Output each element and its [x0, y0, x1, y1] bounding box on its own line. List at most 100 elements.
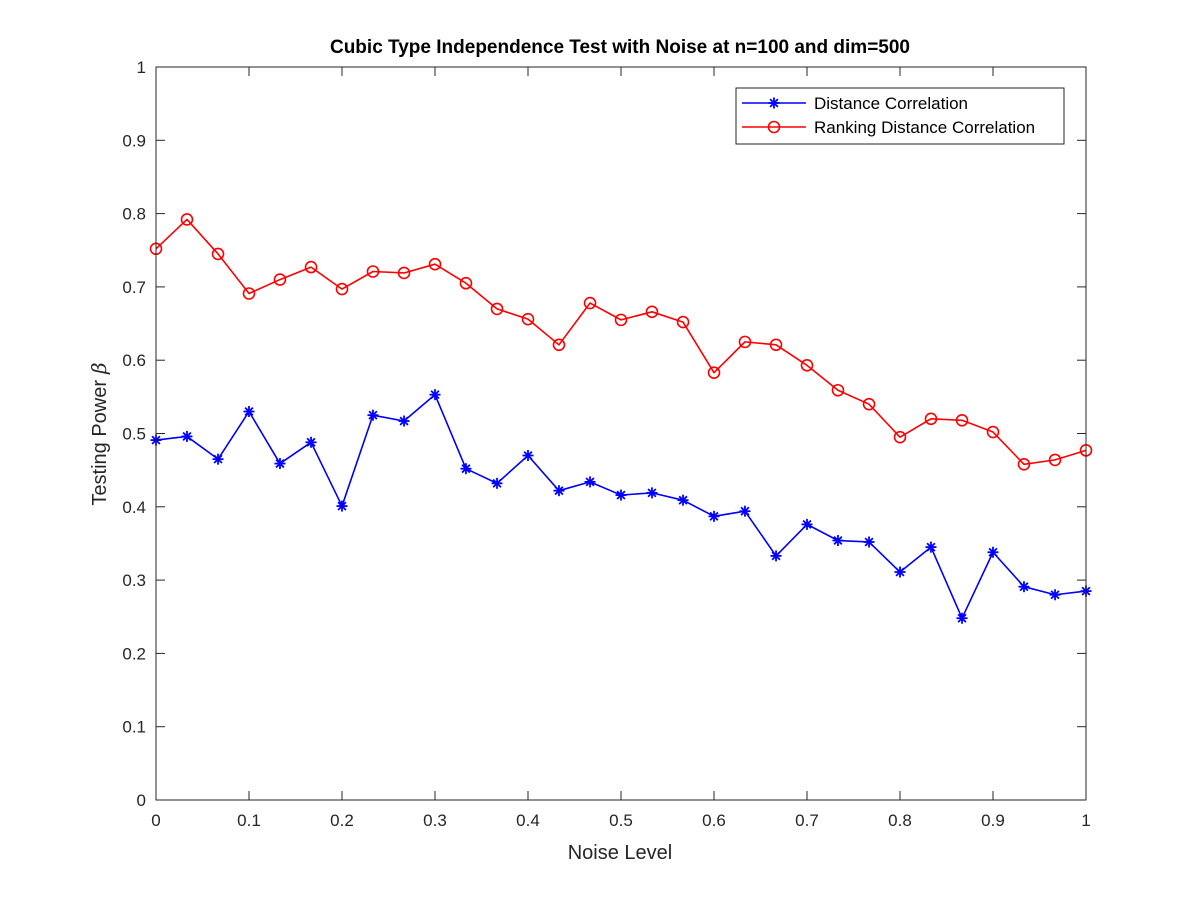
data-point: [708, 510, 720, 522]
data-point: [553, 485, 565, 497]
data-point: [925, 541, 937, 553]
data-point: [677, 494, 689, 506]
data-point: [924, 412, 938, 426]
y-tick-label: 1: [137, 58, 146, 77]
data-point: [1048, 453, 1062, 467]
data-point: [645, 305, 659, 319]
legend-label-ranking-distance-correlation: Ranking Distance Correlation: [814, 118, 1035, 137]
y-tick-label: 0.7: [122, 278, 146, 297]
data-point: [862, 397, 876, 411]
data-point: [769, 338, 783, 352]
series-ranking-distance-correlation: [149, 213, 1093, 471]
x-tick-label: 0.9: [981, 811, 1005, 830]
data-point: [894, 566, 906, 578]
data-point: [738, 335, 752, 349]
data-point: [521, 312, 535, 326]
data-point: [367, 409, 379, 421]
data-point: [614, 313, 628, 327]
data-point: [707, 366, 721, 379]
series-layer: [149, 213, 1093, 624]
data-point: [955, 414, 969, 427]
x-tick-label: 0.5: [609, 811, 633, 830]
data-point: [893, 430, 907, 444]
data-point: [552, 338, 566, 352]
y-axis-label-symbol: β: [87, 362, 111, 375]
data-point: [273, 273, 287, 286]
y-tick-label: 0.4: [122, 498, 146, 517]
x-axis: 0 0.1 0.2 0.3 0.4 0.5 0.6 0.7 0.8 0.9 1: [151, 67, 1091, 830]
data-point: [304, 260, 318, 274]
series-distance-correlation: [150, 389, 1092, 624]
data-point: [211, 247, 225, 261]
legend-label-distance-correlation: Distance Correlation: [814, 94, 968, 113]
x-tick-label: 0.3: [423, 811, 447, 830]
data-point: [801, 518, 813, 530]
legend: Distance Correlation Ranking Distance Co…: [735, 87, 1065, 145]
legend-marker-point: [767, 120, 781, 134]
data-point: [583, 296, 597, 310]
y-tick-label: 0.8: [122, 205, 146, 224]
y-tick-label: 0.5: [122, 425, 146, 444]
legend-marker-ranking-distance-correlation: [767, 120, 781, 134]
data-point: [305, 436, 317, 448]
data-point: [366, 265, 380, 278]
y-tick-label: 0.6: [122, 351, 146, 370]
data-point: [181, 430, 193, 442]
series-line: [155, 218, 1087, 466]
x-tick-label: 0.4: [516, 811, 540, 830]
chart-title: Cubic Type Independence Test with Noise …: [330, 37, 910, 58]
data-point: [398, 415, 410, 427]
x-axis-label: Noise Level: [568, 842, 673, 864]
y-tick-label: 0.2: [122, 644, 146, 663]
x-tick-label: 0.6: [702, 811, 726, 830]
y-tick-label: 0.3: [122, 571, 146, 590]
x-tick-label: 0.8: [888, 811, 912, 830]
data-point: [1017, 457, 1031, 471]
data-point: [335, 282, 349, 296]
data-point: [615, 489, 627, 501]
data-point: [986, 425, 1000, 439]
data-point: [646, 487, 658, 499]
data-point: [212, 453, 224, 465]
data-point: [397, 266, 411, 280]
y-axis-label-text: Testing Power β: [87, 362, 111, 505]
legend-marker-point: [768, 97, 780, 109]
x-tick-label: 0.7: [795, 811, 819, 830]
data-point: [242, 287, 256, 300]
data-point: [180, 213, 194, 226]
y-tick-label: 0.9: [122, 131, 146, 150]
data-point: [243, 406, 255, 418]
data-point: [491, 477, 503, 489]
data-point: [459, 276, 473, 290]
data-point: [584, 476, 596, 488]
y-axis: 0 0.1 0.2 0.3 0.4 0.5 0.6 0.7 0.8 0.9 1: [122, 58, 1086, 810]
y-tick-label: 0.1: [122, 718, 146, 737]
x-tick-label: 0.1: [237, 811, 261, 830]
data-point: [770, 550, 782, 562]
data-point: [832, 535, 844, 547]
data-point: [1018, 581, 1030, 593]
data-point: [490, 302, 504, 316]
data-point: [1049, 589, 1061, 601]
plot-area: [156, 67, 1086, 800]
y-axis-label: Testing Power: [89, 380, 111, 506]
data-point: [429, 389, 441, 401]
data-point: [956, 612, 968, 624]
data-point: [739, 505, 751, 517]
y-tick-label: 0: [137, 791, 146, 810]
legend-marker-distance-correlation: [768, 97, 780, 109]
data-point: [863, 536, 875, 548]
data-point: [336, 500, 348, 512]
data-point: [522, 449, 534, 461]
x-tick-label: 1: [1081, 811, 1090, 830]
data-point: [460, 463, 472, 475]
data-point: [428, 257, 442, 271]
data-point: [676, 315, 690, 329]
data-point: [800, 359, 814, 372]
x-tick-label: 0.2: [330, 811, 354, 830]
legend-box: [735, 87, 1065, 145]
data-point: [831, 383, 845, 397]
data-point: [987, 546, 999, 558]
data-point: [274, 458, 286, 470]
